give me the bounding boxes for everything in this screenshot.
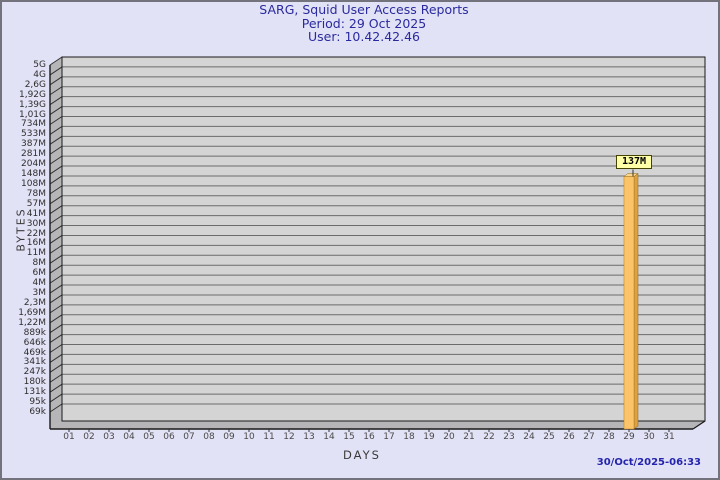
x-tick-label: 13 bbox=[303, 432, 315, 442]
report-period: Period: 29 Oct 2025 bbox=[301, 15, 427, 31]
x-tick-label: 31 bbox=[663, 432, 675, 442]
y-tick-label: 2,3M bbox=[23, 297, 46, 308]
y-tick-label: 1,22M bbox=[18, 317, 46, 328]
y-tick-label: 4M bbox=[32, 278, 47, 289]
bar-value-label: 137M bbox=[616, 155, 652, 170]
y-tick-label: 247k bbox=[23, 367, 46, 378]
report-user: User: 10.42.42.46 bbox=[308, 29, 420, 44]
x-tick-label: 15 bbox=[343, 432, 355, 442]
report-title: SARG, Squid User Access Reports bbox=[259, 2, 469, 17]
y-tick-label: 78M bbox=[26, 188, 46, 199]
x-axis-tick-labels: 01 02 03 04 05 06 07 08 09 10 11 12 13 14 15 16 17 18 19 20… bbox=[0, 432, 720, 444]
x-tick-label: 04 bbox=[123, 432, 135, 442]
y-tick-label: 387M bbox=[21, 139, 46, 150]
x-tick-label: 05 bbox=[143, 432, 155, 442]
x-tick-label: 19 bbox=[423, 432, 435, 442]
y-tick-label: 41M bbox=[26, 208, 46, 219]
y-tick-label: 5G bbox=[33, 60, 46, 70]
x-axis-title: DAYS bbox=[343, 448, 381, 462]
x-tick-label: 03 bbox=[103, 432, 115, 442]
x-tick-label: 16 bbox=[363, 432, 375, 442]
x-tick-label: 18 bbox=[403, 432, 415, 442]
y-tick-label: 1,01G bbox=[18, 109, 46, 120]
generation-timestamp: 30/Oct/2025-06:33 bbox=[596, 457, 701, 468]
y-tick-label: 1,69M bbox=[18, 307, 46, 318]
y-tick-label: 6M bbox=[32, 268, 47, 279]
y-tick-label: 108M bbox=[21, 178, 46, 189]
x-tick-label: 22 bbox=[483, 432, 495, 442]
y-axis-title: BYTES bbox=[14, 207, 28, 252]
x-tick-label: 02 bbox=[83, 432, 95, 442]
y-tick-label: 69k bbox=[29, 407, 46, 417]
x-tick-label: 11 bbox=[263, 432, 275, 442]
y-tick-label: 1,92G bbox=[18, 89, 46, 100]
report-header: SARG, Squid User Access Reports Period: … bbox=[4, 3, 720, 44]
y-tick-label: 1,39G bbox=[18, 99, 46, 110]
y-tick-label: 180k bbox=[23, 377, 46, 388]
y-tick-label: 469k bbox=[23, 347, 46, 358]
y-tick-label: 30M bbox=[26, 218, 46, 229]
x-tick-label: 25 bbox=[543, 432, 555, 442]
x-tick-label: 23 bbox=[503, 432, 515, 442]
y-tick-label: 281M bbox=[21, 149, 46, 160]
y-tick-label: 533M bbox=[21, 129, 46, 140]
x-tick-label: 27 bbox=[583, 432, 595, 442]
x-tick-label: 20 bbox=[443, 432, 455, 442]
y-tick-label: 22M bbox=[26, 228, 46, 239]
x-tick-label: 06 bbox=[163, 432, 175, 442]
y-tick-label: 148M bbox=[21, 169, 46, 180]
y-tick-label: 4G bbox=[33, 69, 46, 80]
y-tick-label: 204M bbox=[21, 159, 46, 170]
x-tick-label: 24 bbox=[523, 432, 535, 442]
y-tick-label: 341k bbox=[23, 357, 46, 368]
y-tick-label: 16M bbox=[26, 238, 46, 249]
y-tick-label: 8M bbox=[32, 258, 47, 269]
x-tick-label: 08 bbox=[203, 432, 215, 442]
x-tick-label: 07 bbox=[183, 432, 195, 442]
y-tick-label: 57M bbox=[26, 198, 46, 209]
y-tick-label: 646k bbox=[23, 337, 46, 348]
x-tick-label: 09 bbox=[223, 432, 235, 442]
x-tick-label: 21 bbox=[463, 432, 475, 442]
x-tick-label: 12 bbox=[283, 432, 295, 442]
y-tick-label: 889k bbox=[23, 327, 46, 338]
y-tick-label: 131k bbox=[23, 387, 46, 398]
x-tick-label: 01 bbox=[63, 432, 75, 442]
x-tick-label: 26 bbox=[563, 432, 575, 442]
y-tick-label: 11M bbox=[26, 248, 46, 259]
y-tick-label: 3M bbox=[32, 288, 47, 299]
x-tick-label: 30 bbox=[643, 432, 655, 442]
y-tick-label: 2,6G bbox=[24, 79, 46, 90]
x-tick-label: 29 bbox=[623, 432, 635, 442]
y-tick-label: 95k bbox=[29, 397, 46, 408]
x-tick-label: 14 bbox=[323, 432, 335, 442]
x-tick-label: 10 bbox=[243, 432, 255, 442]
y-axis-tick-labels: 5G 4G 2,6G 1,92G 1,39G 1,01G 734M 533M 387M 281M 2… bbox=[0, 0, 47, 480]
x-tick-label: 28 bbox=[603, 432, 615, 442]
x-tick-label: 17 bbox=[383, 432, 395, 442]
y-tick-label: 734M bbox=[21, 119, 46, 130]
